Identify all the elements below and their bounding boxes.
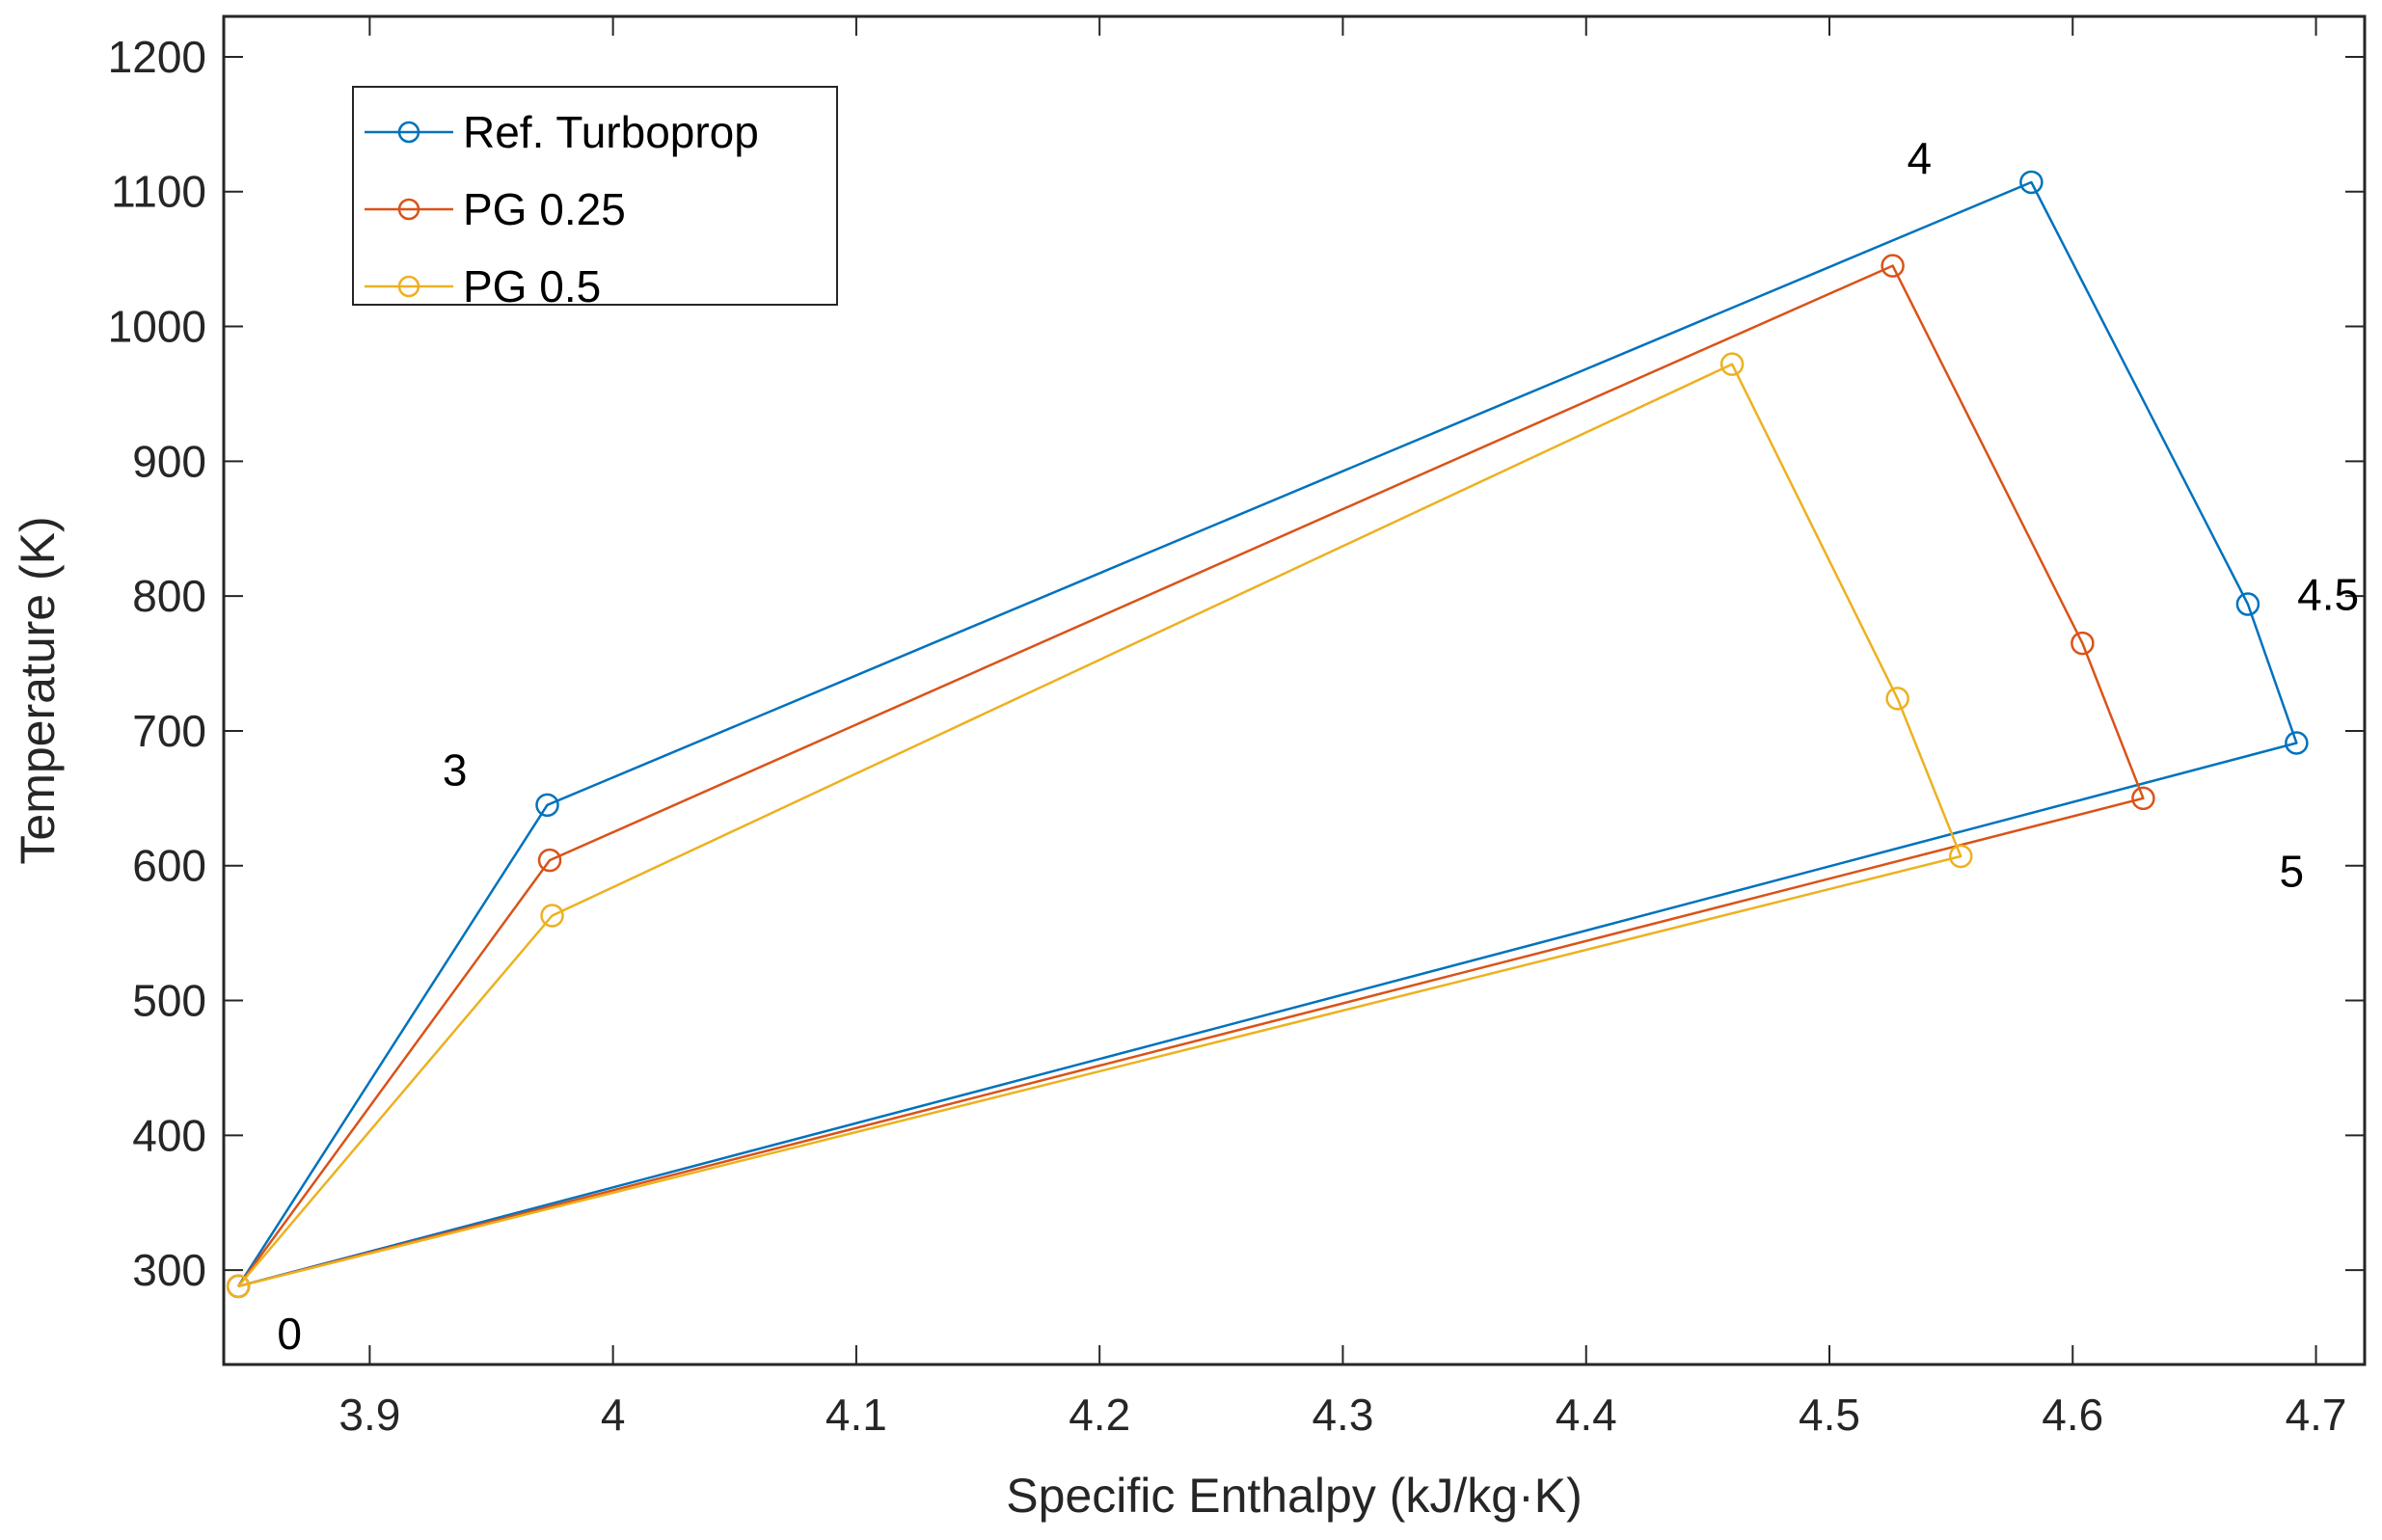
annotation-layer: 0 3 4 4.5 5 <box>277 133 2359 1359</box>
data-point <box>1948 844 1973 869</box>
y-tick-label: 1200 <box>108 32 206 82</box>
state-label: 5 <box>2280 846 2305 896</box>
legend-label: Ref. Turboprop <box>463 107 759 157</box>
data-point <box>537 848 562 873</box>
data-point <box>540 904 564 928</box>
legend-marker <box>397 121 420 144</box>
state-label: 3 <box>443 744 468 795</box>
y-tick-label: 700 <box>132 706 206 756</box>
legend-box <box>352 86 838 306</box>
y-tick-label: 600 <box>132 841 206 891</box>
y-tick-label: 400 <box>132 1110 206 1160</box>
x-tick-label: 4.1 <box>826 1390 887 1440</box>
series-line <box>237 180 2298 1288</box>
plot-frame <box>222 14 2367 1366</box>
legend: Ref. Turboprop PG 0.25 PG 0.5 <box>352 86 838 311</box>
state-label: 4.5 <box>2297 570 2359 620</box>
data-point <box>2285 731 2309 755</box>
state-label: 0 <box>277 1309 302 1359</box>
legend-label: PG 0.5 <box>463 261 601 311</box>
x-tick-label: 4.5 <box>1799 1390 1860 1440</box>
x-axis-label: Specific Enthalpy (kJ/kg·K) <box>1006 1469 1582 1523</box>
series-line <box>237 363 1962 1288</box>
y-tick-label: 300 <box>132 1245 206 1295</box>
legend-label: PG 0.25 <box>463 184 626 234</box>
legend-marker <box>397 275 420 298</box>
data-point <box>2019 170 2044 195</box>
y-tick-label: 900 <box>132 436 206 486</box>
x-tick-label: 4.6 <box>2042 1390 2103 1440</box>
legend-entry: PG 0.5 <box>365 261 601 311</box>
series-pg-0-5 <box>226 352 1973 1299</box>
data-point <box>535 793 559 818</box>
y-tick-label: 500 <box>132 976 206 1026</box>
data-point <box>1885 687 1909 711</box>
data-point <box>226 1274 251 1299</box>
x-tick-label: 4.7 <box>2286 1390 2347 1440</box>
y-tick-label: 800 <box>132 571 206 621</box>
data-point <box>2071 631 2095 656</box>
y-tick-label: 1000 <box>108 302 206 352</box>
data-point <box>2131 786 2155 811</box>
x-tick-label: 4.3 <box>1312 1390 1373 1440</box>
data-point <box>1719 352 1745 376</box>
legend-entry: Ref. Turboprop <box>365 107 759 157</box>
x-tick-label: 3.9 <box>338 1390 400 1440</box>
y-axis-label: Temperature (K) <box>11 516 65 864</box>
x-tick-label: 4.2 <box>1069 1390 1130 1440</box>
state-label: 4 <box>1908 133 1933 183</box>
ticks-layer: 3.9 4 4.1 4.2 4.3 4.4 4.5 4.6 4.7 300 400 500 600 700… <box>108 16 2365 1440</box>
series-line <box>237 264 2145 1288</box>
series-layer <box>226 170 2309 1299</box>
data-point <box>1881 254 1905 278</box>
legend-marker <box>397 198 420 221</box>
x-tick-label: 4 <box>601 1390 626 1440</box>
x-tick-label: 4.4 <box>1556 1390 1617 1440</box>
legend-entry: PG 0.25 <box>365 184 626 234</box>
y-tick-label: 1100 <box>111 167 206 217</box>
data-point <box>2235 592 2260 616</box>
legend-entries: Ref. Turboprop PG 0.25 PG 0.5 <box>365 107 759 311</box>
